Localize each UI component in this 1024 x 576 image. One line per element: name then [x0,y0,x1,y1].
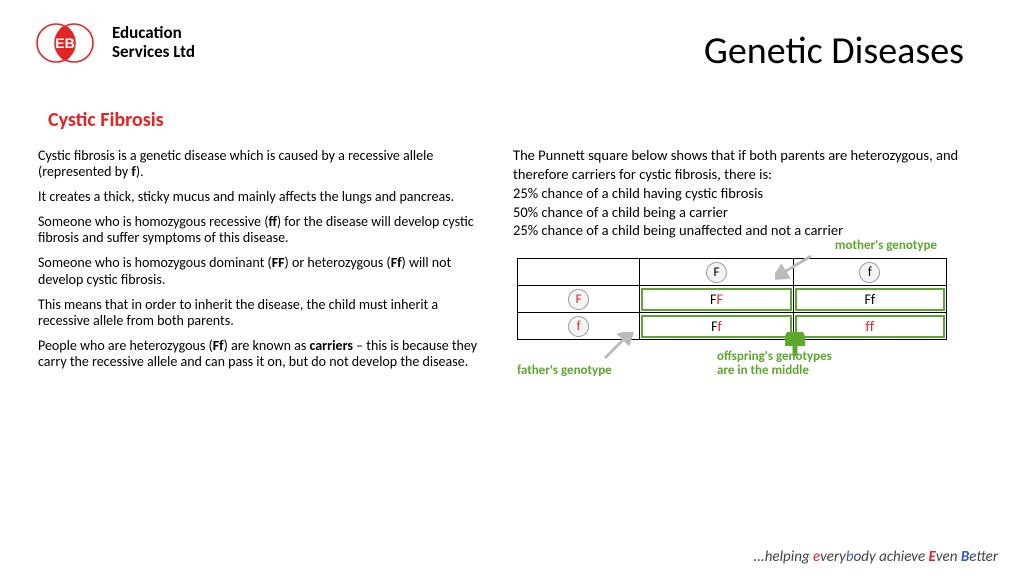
left-column: Cystic Fibrosis Cystic fibrosis is a gen… [38,108,483,379]
cell-col-f: f [793,259,946,286]
allele-circle: F [568,289,589,310]
text: b [846,548,854,566]
arrow-father-icon [601,332,635,362]
section-heading: Cystic Fibrosis [48,108,483,132]
text: ven [936,548,961,566]
text: 25% chance of a child being unaffected a… [513,221,843,239]
page-title: Genetic Diseases [704,28,964,74]
punnett-table: F f F FF Ff f Ff ff [517,258,947,340]
para-5: This means that in order to inherit the … [38,297,483,329]
para-4: Someone who is homozygous dominant (FF) … [38,255,483,287]
offspring-box: FF [641,288,791,311]
label-offspring: offspring's genotypes are in the middle [717,350,832,379]
bold: Ff [391,254,402,271]
logo: EB Education Services Ltd [30,18,195,68]
content: Cystic Fibrosis Cystic fibrosis is a gen… [0,68,1024,379]
label-mother: mother's genotype [835,238,937,253]
text: ). [136,163,144,180]
logo-text: Education Services Ltd [112,24,195,61]
text: The Punnett square below shows that if b… [513,146,958,183]
logo-line2: Services Ltd [112,43,195,62]
text: are in the middle [717,363,809,378]
cell-FF: FF [640,286,793,313]
tagline: ...helping everybody achieve Even Better [753,548,998,566]
bold: ff [268,213,276,230]
text: Cystic fibrosis is a genetic disease whi… [38,147,433,180]
para-1: Cystic fibrosis is a genetic disease whi… [38,148,483,180]
text: Someone who is homozygous dominant ( [38,254,272,271]
text: ody achieve [854,548,929,566]
offspring-box: Ff [641,315,791,338]
logo-icon: EB [30,18,102,68]
text: Someone who is homozygous recessive ( [38,213,268,230]
text: offspring's genotypes [717,349,832,364]
svg-text:EB: EB [55,35,74,51]
text: 25% chance of a child having cystic fibr… [513,184,763,202]
punnett-square: mother's genotype F f F FF Ff f Ff ff [517,258,957,340]
table-row: F f [518,259,947,286]
cell-ff: ff [793,313,946,340]
bold: FF [272,254,285,271]
text: 50% chance of a child being a carrier [513,203,728,221]
cell-row-F: F [518,286,640,313]
text: B [961,548,969,566]
bold: carriers [309,337,353,354]
para-2: It creates a thick, sticky mucus and mai… [38,189,483,205]
offspring-box: Ff [795,288,945,311]
label-father: father's genotype [517,363,612,378]
allele-circle: F [706,262,727,283]
text: People who are heterozygous ( [38,337,213,354]
cell-blank [518,259,640,286]
cell-Ff2: Ff [640,313,793,340]
para-3: Someone who is homozygous recessive (ff)… [38,214,483,246]
table-row: F FF Ff [518,286,947,313]
cell-Ff: Ff [793,286,946,313]
text: ) or heterozygous ( [285,254,391,271]
allele-circle: f [568,316,589,337]
text: very [820,548,846,566]
bold: Ff [213,337,224,354]
text: E [929,548,936,566]
cell-col-F: F [640,259,793,286]
punnett-intro: The Punnett square below shows that if b… [513,146,983,240]
text: etter [969,548,998,566]
offspring-box: ff [795,315,945,338]
right-column: The Punnett square below shows that if b… [513,108,983,379]
text: ) are known as [224,337,310,354]
para-6: People who are heterozygous (Ff) are kno… [38,338,483,370]
text: ...helping [753,548,813,566]
allele-circle: f [859,262,880,283]
table-row: f Ff ff [518,313,947,340]
arrow-mother-icon [775,254,815,280]
